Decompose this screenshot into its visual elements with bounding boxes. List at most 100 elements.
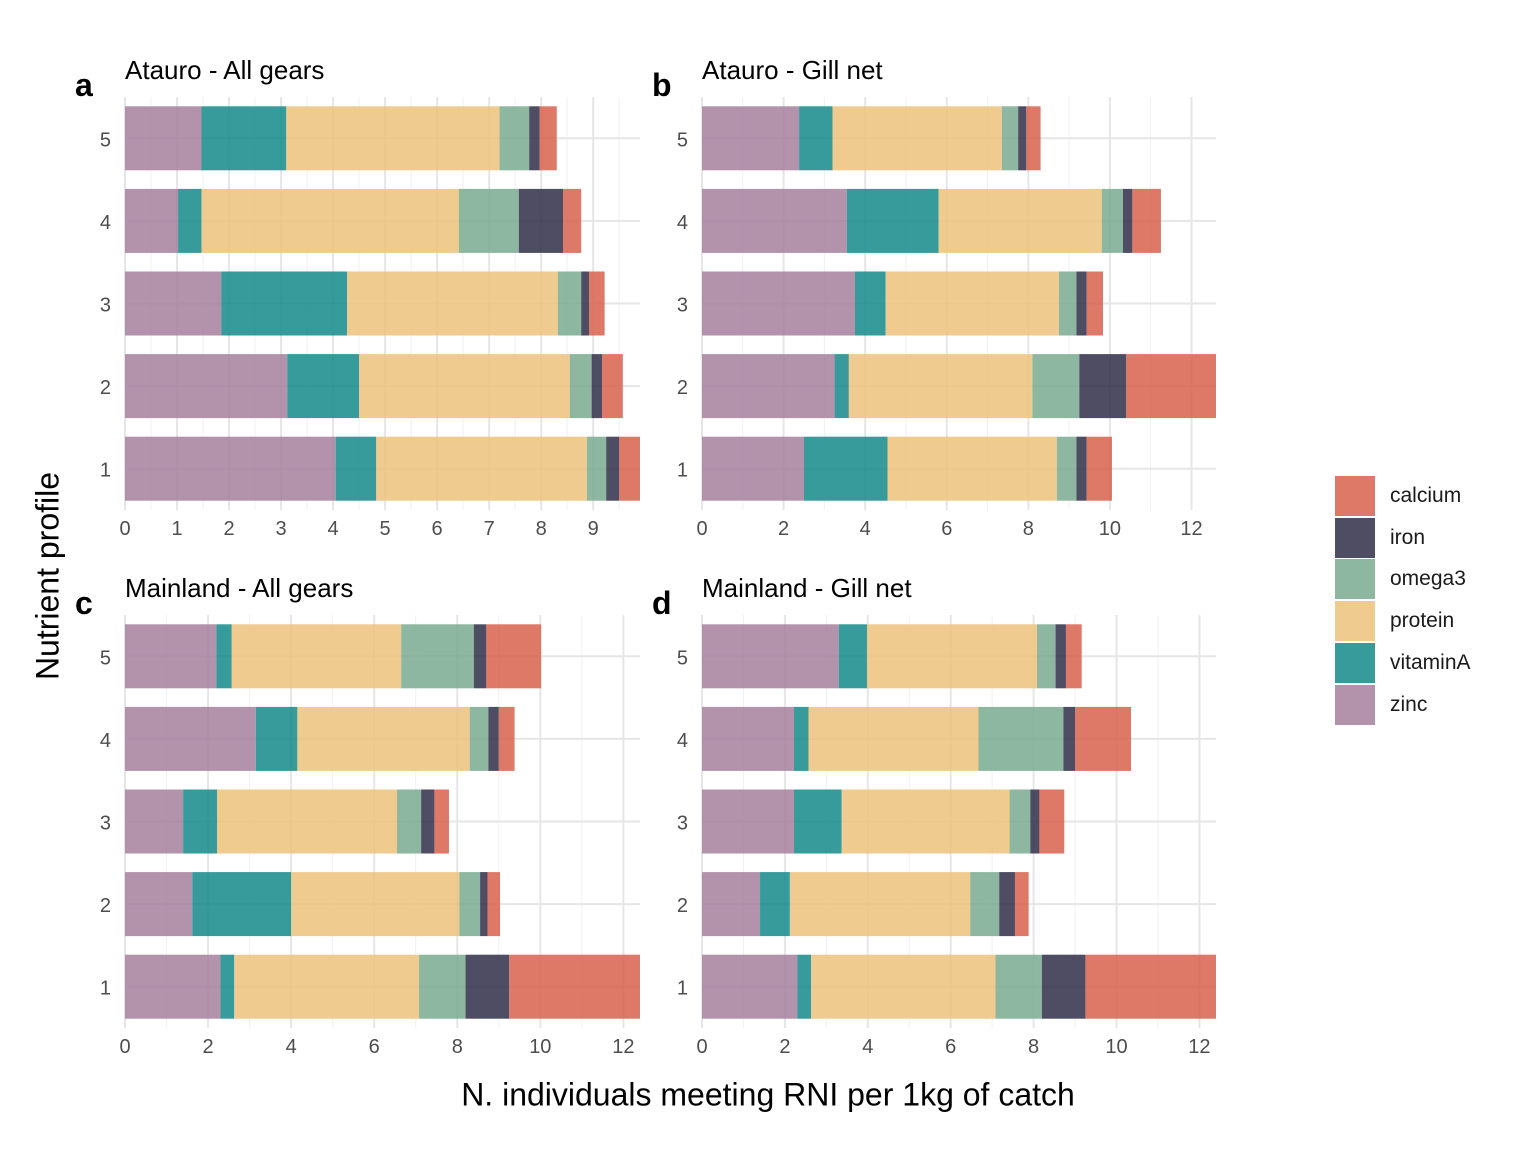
- bar-segment-iron: [1076, 436, 1087, 501]
- bar-segment-protein: [841, 789, 1010, 854]
- bar-segment-iron: [1063, 706, 1076, 771]
- bar-segment-iron: [591, 354, 603, 419]
- bar-segment-protein: [789, 872, 971, 937]
- bar-segment-vitaminA: [854, 271, 886, 336]
- bar-segment-vitaminA: [794, 706, 809, 771]
- legend-item-vitaminA: vitaminA: [1335, 642, 1471, 684]
- x-tick-label: 8: [1028, 1036, 1039, 1058]
- bar-segment-zinc: [125, 706, 256, 771]
- legend-item-omega3: omega3: [1335, 559, 1471, 601]
- bar-segment-iron: [581, 271, 590, 336]
- x-tick-label: 0: [119, 518, 130, 540]
- x-tick-label: 5: [380, 518, 391, 540]
- legend-item-iron: iron: [1335, 517, 1471, 559]
- bar-segment-protein: [291, 872, 460, 937]
- y-tick-label: 2: [677, 895, 688, 917]
- x-tick-label: 1: [171, 518, 182, 540]
- bar-segment-protein: [832, 106, 1002, 171]
- bar-segment-omega3: [458, 188, 519, 253]
- legend-label: calcium: [1390, 483, 1462, 507]
- panel-title: Atauro - Gill net: [702, 55, 883, 85]
- bar-segment-vitaminA: [797, 954, 812, 1019]
- bar-segment-zinc: [125, 354, 288, 419]
- bar-segment-calcium: [589, 271, 605, 336]
- bar-segment-zinc: [702, 954, 798, 1019]
- legend-swatch: [1335, 517, 1375, 558]
- x-tick-label: 0: [119, 1036, 130, 1058]
- x-axis-title: N. individuals meeting RNI per 1kg of ca…: [461, 1076, 1075, 1113]
- bar-segment-omega3: [499, 106, 530, 171]
- bar-segment-vitaminA: [803, 436, 888, 501]
- bar-segment-omega3: [1056, 436, 1077, 501]
- y-tick-label: 3: [100, 295, 111, 317]
- bar-segment-zinc: [702, 271, 855, 336]
- panel-tag: a: [75, 67, 93, 103]
- bar-segment-omega3: [469, 706, 489, 771]
- x-tick-label: 9: [588, 518, 599, 540]
- bar-segment-calcium: [1075, 706, 1132, 771]
- bar-segment-zinc: [125, 789, 184, 854]
- x-tick-label: 4: [286, 1036, 297, 1058]
- bar-segment-zinc: [125, 624, 217, 689]
- y-tick-label: 4: [100, 212, 111, 234]
- legend-label: omega3: [1390, 567, 1466, 591]
- legend-item-protein: protein: [1335, 600, 1471, 642]
- bar-segment-protein: [359, 354, 570, 419]
- legend-label: vitaminA: [1390, 651, 1471, 675]
- bar-segment-protein: [217, 789, 398, 854]
- bar-segment-calcium: [1085, 954, 1216, 1019]
- bar-segment-omega3: [1009, 789, 1031, 854]
- bar-segment-iron: [529, 106, 540, 171]
- bar-segment-protein: [347, 271, 558, 336]
- bar-segment-vitaminA: [794, 789, 842, 854]
- y-tick-label: 3: [677, 813, 688, 835]
- panel-title: Atauro - All gears: [125, 55, 324, 85]
- bar-segment-protein: [848, 354, 1033, 419]
- bar-segment-vitaminA: [834, 354, 849, 419]
- bar-segment-calcium: [539, 106, 557, 171]
- bar-segment-zinc: [125, 436, 336, 501]
- bar-segment-iron: [421, 789, 435, 854]
- bar-segment-protein: [808, 706, 979, 771]
- bar-segment-vitaminA: [220, 954, 235, 1019]
- x-tick-label: 6: [945, 1036, 956, 1058]
- bar-segment-iron: [1041, 954, 1086, 1019]
- bar-segment-calcium: [486, 624, 542, 689]
- bar-segment-calcium: [1132, 188, 1161, 253]
- bar-segment-vitaminA: [192, 872, 292, 937]
- bar-segment-vitaminA: [799, 106, 833, 171]
- bar-segment-vitaminA: [335, 436, 377, 501]
- bar-segment-omega3: [1036, 624, 1056, 689]
- bar-segment-zinc: [702, 624, 839, 689]
- legend-swatch: [1335, 684, 1375, 725]
- panel-tag: b: [652, 67, 672, 103]
- bar-segment-calcium: [1065, 624, 1082, 689]
- y-tick-label: 1: [677, 978, 688, 1000]
- bar-segment-omega3: [1032, 354, 1080, 419]
- panel-tag: c: [75, 585, 93, 621]
- x-tick-label: 2: [779, 1036, 790, 1058]
- x-tick-label: 4: [860, 518, 871, 540]
- x-tick-label: 7: [484, 518, 495, 540]
- bar-segment-zinc: [125, 271, 222, 336]
- x-tick-label: 4: [862, 1036, 873, 1058]
- x-tick-label: 0: [696, 1036, 707, 1058]
- y-tick-label: 4: [677, 730, 688, 752]
- bar-segment-protein: [234, 954, 420, 1019]
- bar-segment-protein: [376, 436, 587, 501]
- bar-segment-protein: [297, 706, 470, 771]
- x-tick-label: 8: [452, 1036, 463, 1058]
- bar-segment-vitaminA: [221, 271, 348, 336]
- bar-segment-iron: [518, 188, 564, 253]
- x-tick-label: 10: [1099, 518, 1121, 540]
- legend-label: iron: [1390, 525, 1426, 549]
- bar-segment-omega3: [569, 354, 592, 419]
- x-tick-label: 6: [369, 1036, 380, 1058]
- panel-title: Mainland - Gill net: [702, 573, 912, 603]
- bar-segment-vitaminA: [178, 188, 202, 253]
- panel-tag: d: [652, 585, 672, 621]
- bar-segment-zinc: [702, 354, 835, 419]
- legend-label: zinc: [1390, 692, 1428, 716]
- bar-segment-zinc: [702, 436, 804, 501]
